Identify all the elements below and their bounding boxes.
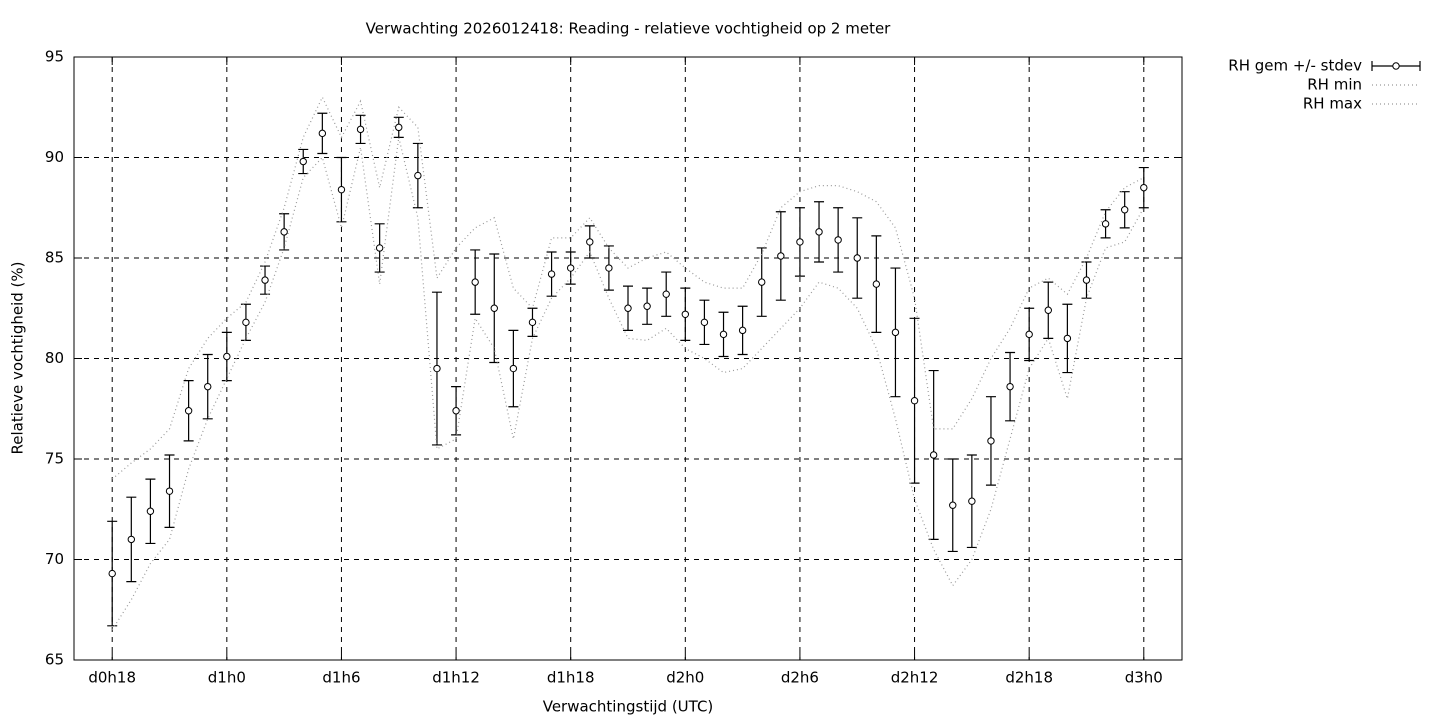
- mean-point: [987, 437, 995, 445]
- mean-point: [929, 451, 938, 459]
- mean-point: [586, 238, 594, 246]
- x-tick-label: d2h0: [666, 669, 704, 687]
- mean-point: [777, 252, 785, 260]
- line-series: [111, 137, 1145, 631]
- mean-point: [643, 302, 651, 310]
- legend-swatch: [1392, 62, 1400, 70]
- mean-point: [1082, 276, 1091, 284]
- x-tick-label: d1h0: [208, 669, 246, 687]
- mean-point: [910, 397, 919, 405]
- mean-point: [375, 244, 384, 252]
- mean-point: [547, 270, 556, 278]
- mean-point: [146, 507, 155, 515]
- x-tick-label: d1h6: [322, 669, 360, 687]
- mean-point: [261, 276, 269, 284]
- mean-point: [1120, 206, 1129, 214]
- y-tick-label: 70: [45, 550, 64, 568]
- mean-point: [834, 236, 842, 244]
- x-tick-label: d3h0: [1125, 669, 1163, 687]
- mean-point: [1025, 330, 1033, 339]
- x-tick-label: d1h18: [547, 669, 595, 687]
- x-tick-label: d0h18: [88, 669, 136, 687]
- y-tick-label: 95: [45, 48, 64, 66]
- chart-title: Verwachting 2026012418: Reading - relati…: [366, 20, 892, 38]
- mean-point: [165, 487, 174, 495]
- mean-point: [949, 501, 957, 509]
- plot-frame: [73, 56, 1183, 661]
- y-tick-label: 90: [45, 148, 64, 166]
- x-tick-label: d1h12: [432, 669, 480, 687]
- mean-point: [452, 407, 460, 415]
- x-tick-label: d2h18: [1005, 669, 1053, 687]
- mean-point: [1140, 183, 1148, 192]
- mean-point: [242, 318, 250, 327]
- legend-label: RH gem +/- stdev: [1228, 57, 1362, 75]
- mean-point: [318, 129, 327, 138]
- mean-point: [566, 264, 575, 272]
- mean-point: [414, 171, 422, 180]
- mean-point: [700, 318, 709, 327]
- mean-point: [1101, 220, 1110, 228]
- mean-point: [433, 364, 441, 373]
- x-tick-label: d2h6: [781, 669, 819, 687]
- legend-label: RH min: [1307, 76, 1362, 94]
- mean-point: [624, 304, 632, 312]
- x-tick-label: d2h12: [891, 669, 939, 687]
- legend-label: RH max: [1303, 95, 1362, 113]
- mean-point: [299, 157, 307, 166]
- mean-point: [1044, 306, 1052, 314]
- x-axis-label: Verwachtingstijd (UTC): [543, 698, 714, 716]
- y-tick-label: 85: [45, 249, 64, 267]
- mean-point: [891, 328, 900, 337]
- y-tick-label: 75: [45, 450, 64, 468]
- mean-point: [1063, 334, 1072, 343]
- mean-point: [968, 497, 976, 505]
- mean-point: [356, 125, 365, 134]
- mean-point: [204, 382, 212, 391]
- line-series: [111, 95, 1145, 480]
- mean-point: [280, 228, 288, 236]
- mean-point: [471, 278, 479, 286]
- mean-point: [605, 264, 613, 272]
- mean-point: [681, 310, 690, 318]
- mean-point: [662, 290, 670, 298]
- mean-point: [872, 280, 881, 288]
- mean-point: [490, 304, 498, 312]
- mean-point: [509, 364, 518, 373]
- mean-point: [108, 569, 116, 578]
- mean-point: [337, 185, 346, 194]
- mean-point: [1006, 382, 1014, 391]
- y-axis-label: Relatieve vochtigheid (%): [9, 261, 27, 454]
- mean-point: [738, 326, 747, 335]
- mean-point: [719, 330, 728, 339]
- y-tick-label: 80: [45, 349, 64, 367]
- mean-point: [815, 228, 823, 236]
- y-tick-label: 65: [45, 651, 64, 669]
- mean-point: [758, 278, 766, 286]
- mean-point: [395, 123, 403, 132]
- mean-point: [528, 318, 537, 327]
- mean-point: [796, 238, 804, 246]
- mean-point: [184, 407, 193, 415]
- mean-point: [223, 352, 231, 361]
- mean-point: [853, 254, 861, 262]
- mean-point: [127, 535, 136, 544]
